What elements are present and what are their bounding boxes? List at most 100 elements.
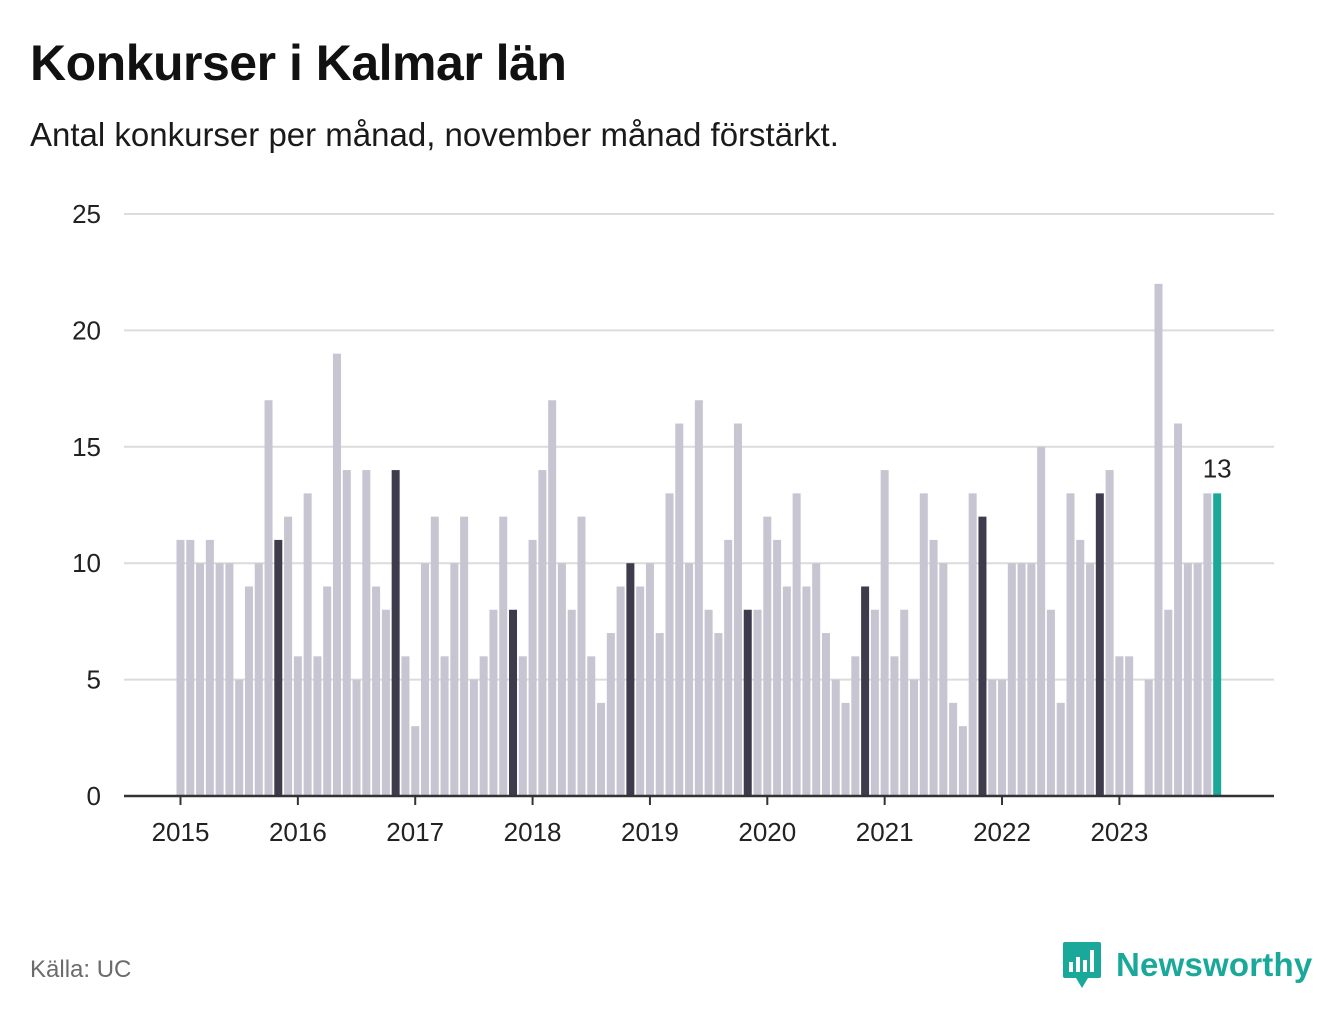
bar: [919, 493, 928, 796]
bar: [1017, 563, 1026, 796]
bar: [225, 563, 234, 796]
bar: [1046, 609, 1055, 796]
bar: [313, 656, 322, 796]
bar: [528, 539, 537, 796]
bar: [479, 656, 488, 796]
chart-title: Konkurser i Kalmar län: [30, 35, 567, 91]
bar: [900, 609, 909, 796]
bar: [763, 516, 772, 796]
annotations: 13: [1203, 453, 1232, 483]
bar: [401, 656, 410, 796]
bar: [254, 563, 263, 796]
x-tick-label: 2015: [152, 817, 210, 847]
bar: [186, 539, 195, 796]
y-tick-label: 25: [72, 199, 101, 229]
bar: [499, 516, 508, 796]
x-tick-label: 2020: [738, 817, 796, 847]
bar: [372, 586, 381, 796]
x-tick-label: 2016: [269, 817, 327, 847]
y-tick-label: 5: [87, 665, 101, 695]
bar: [675, 423, 684, 796]
november-bar: [274, 539, 283, 796]
source-note: Källa: UC: [30, 956, 132, 983]
november-bar: [391, 470, 400, 796]
bar: [724, 539, 733, 796]
november-bar: [978, 516, 987, 796]
bar: [645, 563, 654, 796]
bar: [1125, 656, 1134, 796]
bar: [196, 563, 205, 796]
november-bar: [1095, 493, 1104, 796]
bar: [538, 470, 547, 796]
bar: [704, 609, 713, 796]
november-bar: [743, 609, 752, 796]
bar: [577, 516, 586, 796]
bar: [567, 609, 576, 796]
november-bar: [626, 563, 635, 796]
bar: [381, 609, 390, 796]
bar: [1164, 609, 1173, 796]
bar: [557, 563, 566, 796]
y-tick-label: 20: [72, 315, 101, 345]
bar: [1056, 702, 1065, 796]
bar: [1183, 563, 1192, 796]
bar: [205, 539, 214, 796]
brand-logo: Newsworthy: [1062, 940, 1312, 990]
bar: [929, 539, 938, 796]
bar: [342, 470, 351, 796]
november-bar: [861, 586, 870, 796]
bar: [323, 586, 332, 796]
bar: [352, 679, 361, 796]
bar: [430, 516, 439, 796]
bar: [176, 539, 185, 796]
bar: [215, 563, 224, 796]
x-tick-label: 2017: [386, 817, 444, 847]
bar: [773, 539, 782, 796]
bar: [421, 563, 429, 796]
bar: [1007, 563, 1016, 796]
bar: [841, 702, 850, 796]
bar: [655, 633, 664, 796]
bar: [1037, 446, 1046, 796]
bar: [450, 563, 459, 796]
bar: [548, 400, 557, 796]
x-tick-label: 2019: [621, 817, 679, 847]
bar: [362, 470, 371, 796]
bar: [518, 656, 527, 796]
bar: [606, 633, 615, 796]
bar: [1154, 283, 1163, 797]
november-bar: [509, 609, 518, 796]
bar: [293, 656, 302, 796]
bar: [998, 679, 1007, 796]
bar: [812, 563, 821, 796]
x-axis-labels: 2015 2016 2017 2018 2019 2020 2021 2022 2023: [152, 796, 1148, 847]
bar: [694, 400, 703, 796]
bar: [1066, 493, 1075, 796]
bar: [939, 563, 948, 796]
bar: [469, 679, 478, 796]
bar: [303, 493, 312, 796]
bar: [733, 423, 742, 796]
x-tick-label: 2022: [973, 817, 1031, 847]
bar: [460, 516, 469, 796]
bar: [1086, 563, 1095, 796]
bar: [1193, 563, 1202, 796]
y-tick-label: 10: [72, 548, 101, 578]
bar: [890, 656, 899, 796]
bar: [1144, 679, 1153, 796]
bar: [636, 586, 645, 796]
bar: [332, 353, 341, 796]
bar: [411, 726, 420, 796]
bar: [264, 400, 273, 796]
bar: [284, 516, 293, 796]
bar: [1076, 539, 1085, 796]
x-tick-label: 2018: [504, 817, 562, 847]
bar: [235, 679, 244, 796]
bar: [949, 702, 958, 796]
bar: [988, 679, 997, 796]
y-axis-labels: 0 5 10 15 20 25: [72, 199, 101, 811]
y-tick-label: 0: [87, 781, 101, 811]
bar: [440, 656, 449, 796]
bar: [792, 493, 801, 796]
